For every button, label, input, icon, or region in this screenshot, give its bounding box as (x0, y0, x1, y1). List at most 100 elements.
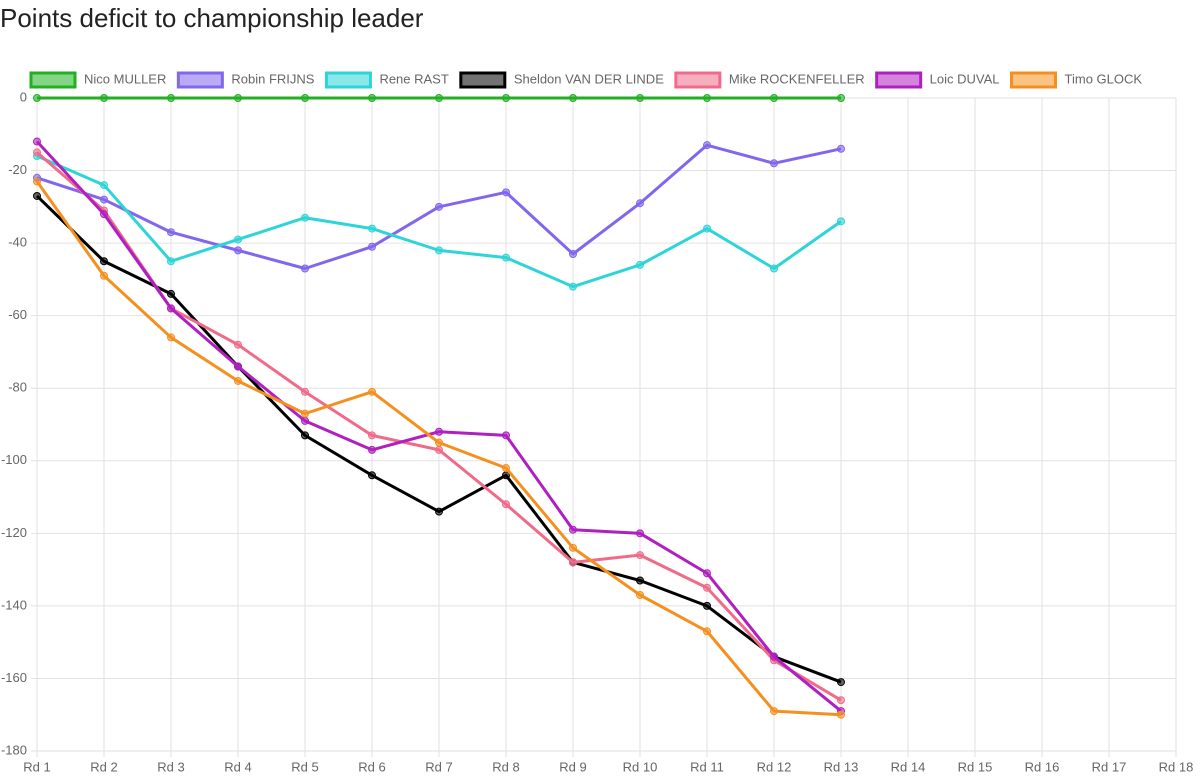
data-point (100, 94, 108, 102)
x-tick-label: Rd 3 (157, 759, 184, 774)
data-point (837, 217, 845, 226)
data-point (368, 431, 376, 440)
legend-swatch (29, 71, 77, 89)
data-point (569, 249, 577, 258)
y-tick-label: -140 (1, 597, 27, 612)
data-point (770, 159, 778, 168)
data-point (569, 525, 577, 534)
x-tick-label: Rd 4 (224, 759, 251, 774)
legend-swatch (1010, 71, 1058, 89)
data-point (502, 188, 510, 197)
data-point (770, 652, 778, 661)
data-point (301, 409, 309, 418)
y-tick-label: -160 (1, 670, 27, 685)
data-point (636, 94, 644, 102)
chart-title: Points deficit to championship leader (0, 3, 424, 33)
data-point (770, 264, 778, 273)
x-tick-label: Rd 2 (90, 759, 117, 774)
data-point (435, 507, 443, 516)
data-point (234, 235, 242, 244)
data-point (167, 333, 175, 342)
data-point (167, 94, 175, 102)
y-tick-label: -20 (8, 162, 27, 177)
data-point (368, 224, 376, 233)
data-point (167, 257, 175, 266)
data-point (368, 242, 376, 251)
data-point (167, 228, 175, 237)
legend-label: Rene RAST (379, 71, 448, 86)
y-tick-label: -40 (8, 235, 27, 250)
data-point (502, 464, 510, 473)
data-point (167, 304, 175, 313)
data-point (837, 678, 845, 687)
data-point (301, 213, 309, 222)
y-tick-label: -60 (8, 307, 27, 322)
data-point (703, 627, 711, 636)
data-point (100, 210, 108, 219)
legend-label: Sheldon VAN DER LINDE (514, 71, 664, 86)
data-point (435, 427, 443, 436)
data-point (636, 260, 644, 269)
data-point (502, 253, 510, 262)
y-tick-label: -120 (1, 525, 27, 540)
data-point (703, 601, 711, 610)
data-point (636, 591, 644, 600)
data-point (368, 445, 376, 454)
data-point (636, 529, 644, 538)
x-tick-label: Rd 15 (958, 759, 993, 774)
x-tick-label: Rd 10 (623, 759, 658, 774)
data-point (100, 181, 108, 190)
data-point (301, 416, 309, 425)
legend-swatch (324, 71, 372, 89)
x-tick-label: Rd 8 (492, 759, 519, 774)
data-point (636, 551, 644, 560)
data-point (770, 707, 778, 716)
y-tick-label: -80 (8, 380, 27, 395)
data-point (837, 696, 845, 705)
data-point (33, 94, 41, 102)
data-point (301, 94, 309, 102)
data-point (167, 289, 175, 298)
data-point (703, 569, 711, 578)
data-point (234, 246, 242, 255)
data-point (636, 576, 644, 585)
data-point (435, 438, 443, 447)
data-point (100, 271, 108, 280)
x-tick-label: Rd 9 (559, 759, 586, 774)
x-tick-label: Rd 12 (757, 759, 792, 774)
data-point (435, 445, 443, 454)
data-point (368, 94, 376, 102)
data-point (368, 471, 376, 480)
legend-label: Mike ROCKENFELLER (729, 71, 865, 86)
x-tick-label: Rd 13 (824, 759, 859, 774)
data-point (100, 195, 108, 204)
legend-label: Nico MULLER (84, 71, 166, 86)
data-point (435, 202, 443, 211)
legend-label: Timo GLOCK (1065, 71, 1143, 86)
x-tick-label: Rd 17 (1092, 759, 1127, 774)
y-tick-label: 0 (20, 89, 27, 104)
data-point (234, 376, 242, 385)
x-tick-label: Rd 18 (1159, 759, 1194, 774)
data-point (301, 431, 309, 440)
legend-swatch (875, 71, 923, 89)
data-point (837, 710, 845, 719)
legend-label: Robin FRIJNS (231, 71, 314, 86)
data-point (770, 94, 778, 102)
x-tick-label: Rd 5 (291, 759, 318, 774)
data-point (569, 94, 577, 102)
x-tick-label: Rd 14 (891, 759, 926, 774)
data-point (368, 387, 376, 396)
x-tick-label: Rd 16 (1025, 759, 1060, 774)
data-point (33, 137, 41, 146)
x-tick-label: Rd 7 (425, 759, 452, 774)
data-point (502, 500, 510, 509)
legend-swatch (459, 71, 507, 89)
data-point (703, 141, 711, 150)
data-point (502, 431, 510, 440)
data-point (301, 387, 309, 396)
x-tick-label: Rd 1 (23, 759, 50, 774)
data-point (837, 94, 845, 102)
data-point (234, 94, 242, 102)
